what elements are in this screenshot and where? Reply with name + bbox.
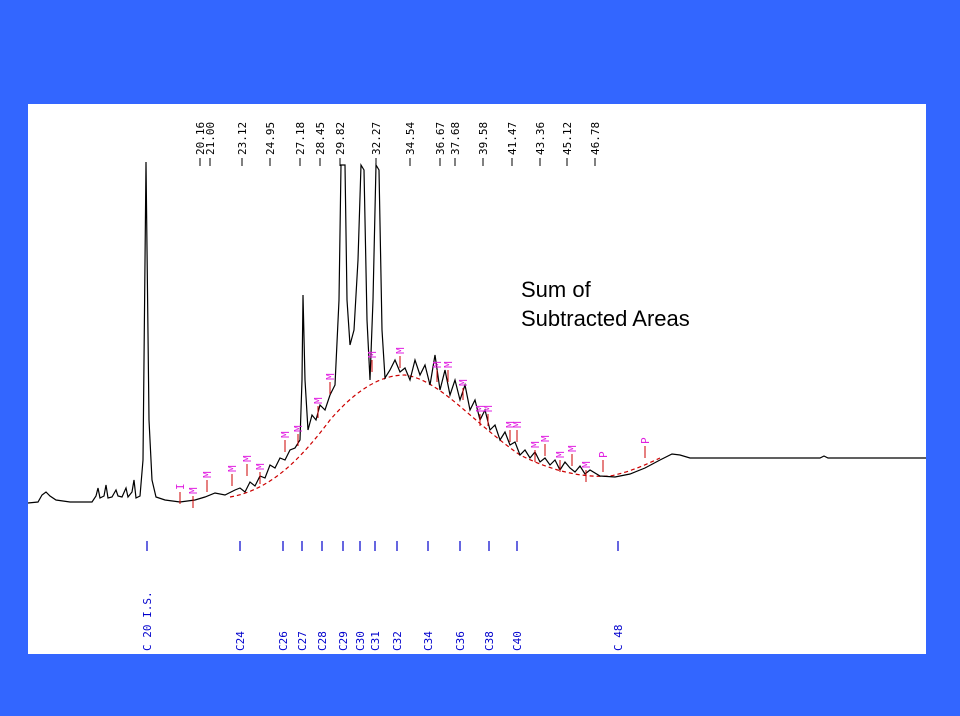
retention-time: 41.47 bbox=[506, 122, 519, 155]
peak-mark: M bbox=[539, 435, 552, 442]
chromatogram-panel bbox=[28, 104, 926, 654]
retention-time: 46.78 bbox=[589, 122, 602, 155]
annotation-line: Subtracted Areas bbox=[521, 306, 690, 331]
retention-time: 20.16 bbox=[194, 122, 207, 155]
retention-time: 28.45 bbox=[314, 122, 327, 155]
annotation-line: Sum of bbox=[521, 277, 592, 302]
carbon-label: C27 bbox=[296, 631, 309, 651]
retention-time: 43.36 bbox=[534, 122, 547, 155]
peak-mark: M bbox=[442, 361, 455, 368]
retention-time: 34.54 bbox=[404, 122, 417, 155]
retention-time: 39.58 bbox=[477, 122, 490, 155]
peak-mark: M bbox=[187, 487, 200, 494]
peak-mark: M bbox=[312, 397, 325, 404]
retention-time: 27.18 bbox=[294, 122, 307, 155]
peak-mark: M bbox=[580, 461, 593, 468]
retention-time: 37.68 bbox=[449, 122, 462, 155]
retention-time: 45.12 bbox=[561, 122, 574, 155]
peak-mark: M bbox=[292, 425, 305, 432]
peak-mark: M bbox=[254, 463, 267, 470]
retention-time: 32.27 bbox=[370, 122, 383, 155]
peak-mark: M bbox=[482, 405, 495, 412]
peak-mark: M bbox=[241, 455, 254, 462]
retention-time: 21.00 bbox=[204, 122, 217, 155]
peak-mark: M bbox=[279, 431, 292, 438]
carbon-label: C40 bbox=[511, 631, 524, 651]
carbon-label: C32 bbox=[391, 631, 404, 651]
carbon-label: C26 bbox=[277, 631, 290, 651]
carbon-label: C28 bbox=[316, 631, 329, 651]
peak-mark: M bbox=[431, 361, 444, 368]
carbon-label: C38 bbox=[483, 631, 496, 651]
peak-mark: M bbox=[474, 405, 487, 412]
peak-mark: M bbox=[566, 445, 579, 452]
carbon-label: C36 bbox=[454, 631, 467, 651]
carbon-label: C24 bbox=[234, 631, 247, 651]
peak-mark: P bbox=[597, 451, 610, 458]
peak-mark: M bbox=[324, 373, 337, 380]
peak-mark: M bbox=[511, 421, 524, 428]
carbon-label: C34 bbox=[422, 631, 435, 651]
carbon-label: C29 bbox=[337, 631, 350, 651]
peak-mark: M bbox=[529, 441, 542, 448]
peak-mark: M bbox=[201, 471, 214, 478]
chromatogram-trace bbox=[27, 161, 926, 504]
carbon-label: C31 bbox=[369, 631, 382, 651]
baseline-curve bbox=[229, 374, 661, 498]
carbon-label: C 48 bbox=[612, 625, 625, 652]
peak-mark: M bbox=[457, 379, 470, 386]
peak-mark: M bbox=[226, 465, 239, 472]
peak-mark: I bbox=[174, 483, 187, 490]
retention-time: 23.12 bbox=[236, 122, 249, 155]
retention-time: 29.82 bbox=[334, 122, 347, 155]
peak-mark: M bbox=[504, 421, 517, 428]
retention-time: 24.95 bbox=[264, 122, 277, 155]
peak-mark: M bbox=[394, 347, 407, 354]
carbon-label: C 20 I.S. bbox=[141, 591, 154, 651]
peak-mark: P bbox=[639, 437, 652, 444]
carbon-label: C30 bbox=[354, 631, 367, 651]
peak-mark: M bbox=[554, 451, 567, 458]
peak-mark: M bbox=[366, 351, 379, 358]
retention-time: 36.67 bbox=[434, 122, 447, 155]
